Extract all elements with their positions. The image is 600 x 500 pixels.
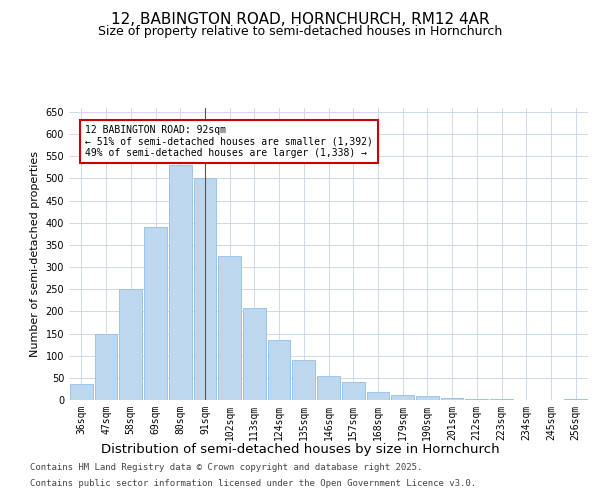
Bar: [218, 256, 241, 400]
Bar: [441, 398, 463, 400]
Bar: [243, 308, 266, 400]
Bar: [70, 384, 93, 400]
Bar: [144, 227, 167, 400]
Bar: [367, 392, 389, 400]
Bar: [268, 340, 290, 400]
Bar: [466, 398, 488, 400]
Text: 12 BABINGTON ROAD: 92sqm
← 51% of semi-detached houses are smaller (1,392)
49% o: 12 BABINGTON ROAD: 92sqm ← 51% of semi-d…: [85, 125, 373, 158]
Bar: [391, 394, 414, 400]
Y-axis label: Number of semi-detached properties: Number of semi-detached properties: [30, 151, 40, 357]
Bar: [292, 360, 315, 400]
Bar: [342, 382, 365, 400]
Text: Size of property relative to semi-detached houses in Hornchurch: Size of property relative to semi-detach…: [98, 25, 502, 38]
Bar: [95, 334, 118, 400]
Bar: [564, 398, 587, 400]
Bar: [416, 396, 439, 400]
Text: Contains public sector information licensed under the Open Government Licence v3: Contains public sector information licen…: [30, 478, 476, 488]
Text: 12, BABINGTON ROAD, HORNCHURCH, RM12 4AR: 12, BABINGTON ROAD, HORNCHURCH, RM12 4AR: [110, 12, 490, 28]
Bar: [317, 376, 340, 400]
Bar: [194, 178, 216, 400]
Bar: [119, 289, 142, 400]
Text: Contains HM Land Registry data © Crown copyright and database right 2025.: Contains HM Land Registry data © Crown c…: [30, 464, 422, 472]
Bar: [490, 399, 513, 400]
Text: Distribution of semi-detached houses by size in Hornchurch: Distribution of semi-detached houses by …: [101, 442, 499, 456]
Bar: [169, 165, 191, 400]
